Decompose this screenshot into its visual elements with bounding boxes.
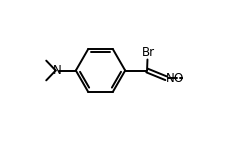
Text: O: O — [173, 72, 183, 85]
Text: N: N — [166, 72, 175, 85]
Text: Br: Br — [142, 46, 155, 59]
Text: N: N — [53, 64, 62, 77]
